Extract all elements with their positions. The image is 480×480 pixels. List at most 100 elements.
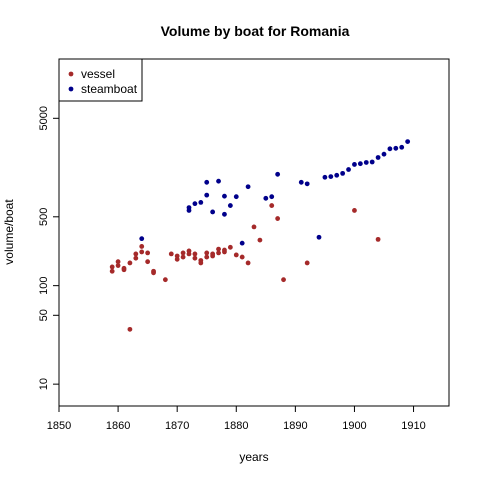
legend: vessel steamboat	[58, 58, 143, 102]
data-point-vessel	[275, 216, 281, 221]
y-axis: 10 50 100 500 5000	[38, 106, 60, 390]
data-point-vessel	[174, 253, 180, 259]
data-point-steamboat	[363, 160, 369, 165]
y-tick-label: 50	[38, 309, 50, 321]
data-point-steamboat	[204, 192, 210, 198]
legend-label-vessel: vessel	[81, 67, 115, 81]
data-point-vessel	[352, 208, 357, 213]
data-point-steamboat	[139, 236, 145, 242]
data-point-steamboat	[340, 170, 346, 176]
data-point-vessel	[109, 268, 115, 274]
data-point-vessel	[180, 254, 186, 260]
data-point-vessel	[216, 250, 221, 256]
x-tick-label: 1860	[106, 420, 130, 432]
data-point-vessel	[151, 270, 156, 276]
data-point-steamboat	[334, 172, 340, 178]
data-point-vessel	[168, 251, 174, 257]
data-point-steamboat	[357, 161, 363, 167]
data-point-steamboat	[192, 201, 198, 207]
data-point-vessel	[145, 259, 151, 265]
data-point-steamboat	[346, 167, 351, 172]
x-tick-label: 1880	[224, 420, 248, 432]
legend-box	[58, 58, 143, 102]
data-point-vessel	[121, 265, 127, 271]
data-point-steamboat	[375, 155, 381, 160]
x-tick-label: 1910	[401, 420, 425, 432]
data-point-steamboat	[222, 211, 227, 217]
data-point-steamboat	[198, 200, 204, 205]
data-point-vessel	[139, 244, 145, 249]
data-points	[109, 139, 411, 332]
x-tick-label: 1870	[165, 420, 189, 432]
data-point-steamboat	[210, 209, 216, 215]
data-point-vessel	[304, 260, 310, 266]
data-point-vessel	[204, 254, 210, 260]
data-point-steamboat	[328, 174, 334, 179]
data-point-vessel	[204, 250, 210, 256]
data-point-vessel	[180, 250, 186, 256]
data-point-steamboat	[233, 194, 239, 200]
x-tick-label: 1900	[342, 420, 366, 432]
data-point-steamboat	[186, 205, 192, 210]
data-point-steamboat	[399, 144, 405, 150]
data-point-steamboat	[298, 179, 304, 185]
data-point-steamboat	[216, 178, 221, 184]
y-tick-label: 10	[38, 378, 50, 390]
x-axis-label: years	[239, 450, 268, 464]
data-point-steamboat	[275, 171, 281, 177]
data-point-steamboat	[227, 203, 233, 208]
y-tick-label: 100	[38, 276, 50, 294]
data-point-vessel	[115, 259, 121, 265]
legend-label-steamboat: steamboat	[81, 82, 138, 96]
data-point-steamboat	[239, 240, 245, 246]
data-point-vessel	[139, 249, 145, 255]
x-tick-label: 1850	[47, 420, 71, 432]
data-point-steamboat	[204, 179, 210, 185]
data-point-vessel	[109, 264, 115, 270]
data-point-vessel	[245, 260, 251, 266]
data-point-vessel	[239, 254, 245, 260]
chart-title: Volume by boat for Romania	[161, 23, 350, 39]
data-point-vessel	[222, 247, 227, 253]
y-axis-label: volume/boat	[2, 199, 16, 265]
data-point-steamboat	[263, 195, 269, 201]
data-point-vessel	[227, 244, 233, 250]
legend-marker-vessel	[68, 71, 74, 77]
legend-marker-steamboat	[68, 86, 74, 92]
y-tick-label: 500	[38, 208, 50, 226]
data-point-steamboat	[304, 181, 310, 187]
data-point-steamboat	[352, 162, 357, 167]
data-point-steamboat	[245, 184, 251, 190]
data-point-vessel	[186, 248, 192, 254]
data-point-vessel	[281, 277, 286, 283]
data-point-vessel	[145, 250, 151, 256]
data-point-steamboat	[269, 194, 275, 200]
data-point-steamboat	[222, 193, 227, 199]
x-tick-label: 1890	[283, 420, 307, 432]
data-point-vessel	[257, 237, 263, 243]
y-tick-label: 5000	[38, 106, 50, 130]
data-point-vessel	[269, 203, 275, 208]
data-point-vessel	[233, 252, 239, 258]
data-point-vessel	[375, 236, 381, 242]
data-point-vessel	[192, 255, 198, 261]
data-point-vessel	[216, 246, 221, 252]
data-point-vessel	[162, 277, 168, 283]
data-point-vessel	[174, 256, 180, 262]
data-point-vessel	[133, 251, 139, 257]
data-point-steamboat	[387, 146, 393, 152]
data-point-steamboat	[405, 139, 411, 145]
data-point-vessel	[198, 258, 204, 263]
data-point-vessel	[251, 224, 257, 230]
data-point-steamboat	[322, 174, 328, 180]
data-point-vessel	[127, 260, 133, 266]
data-point-steamboat	[381, 151, 387, 157]
x-axis: 1850 1860 1870 1880 1890 1900 1910	[47, 405, 426, 432]
data-point-steamboat	[369, 159, 375, 165]
data-point-vessel	[115, 263, 121, 268]
data-point-vessel	[210, 251, 216, 257]
data-point-vessel	[127, 326, 133, 332]
data-point-steamboat	[316, 234, 322, 240]
data-point-vessel	[133, 255, 139, 261]
